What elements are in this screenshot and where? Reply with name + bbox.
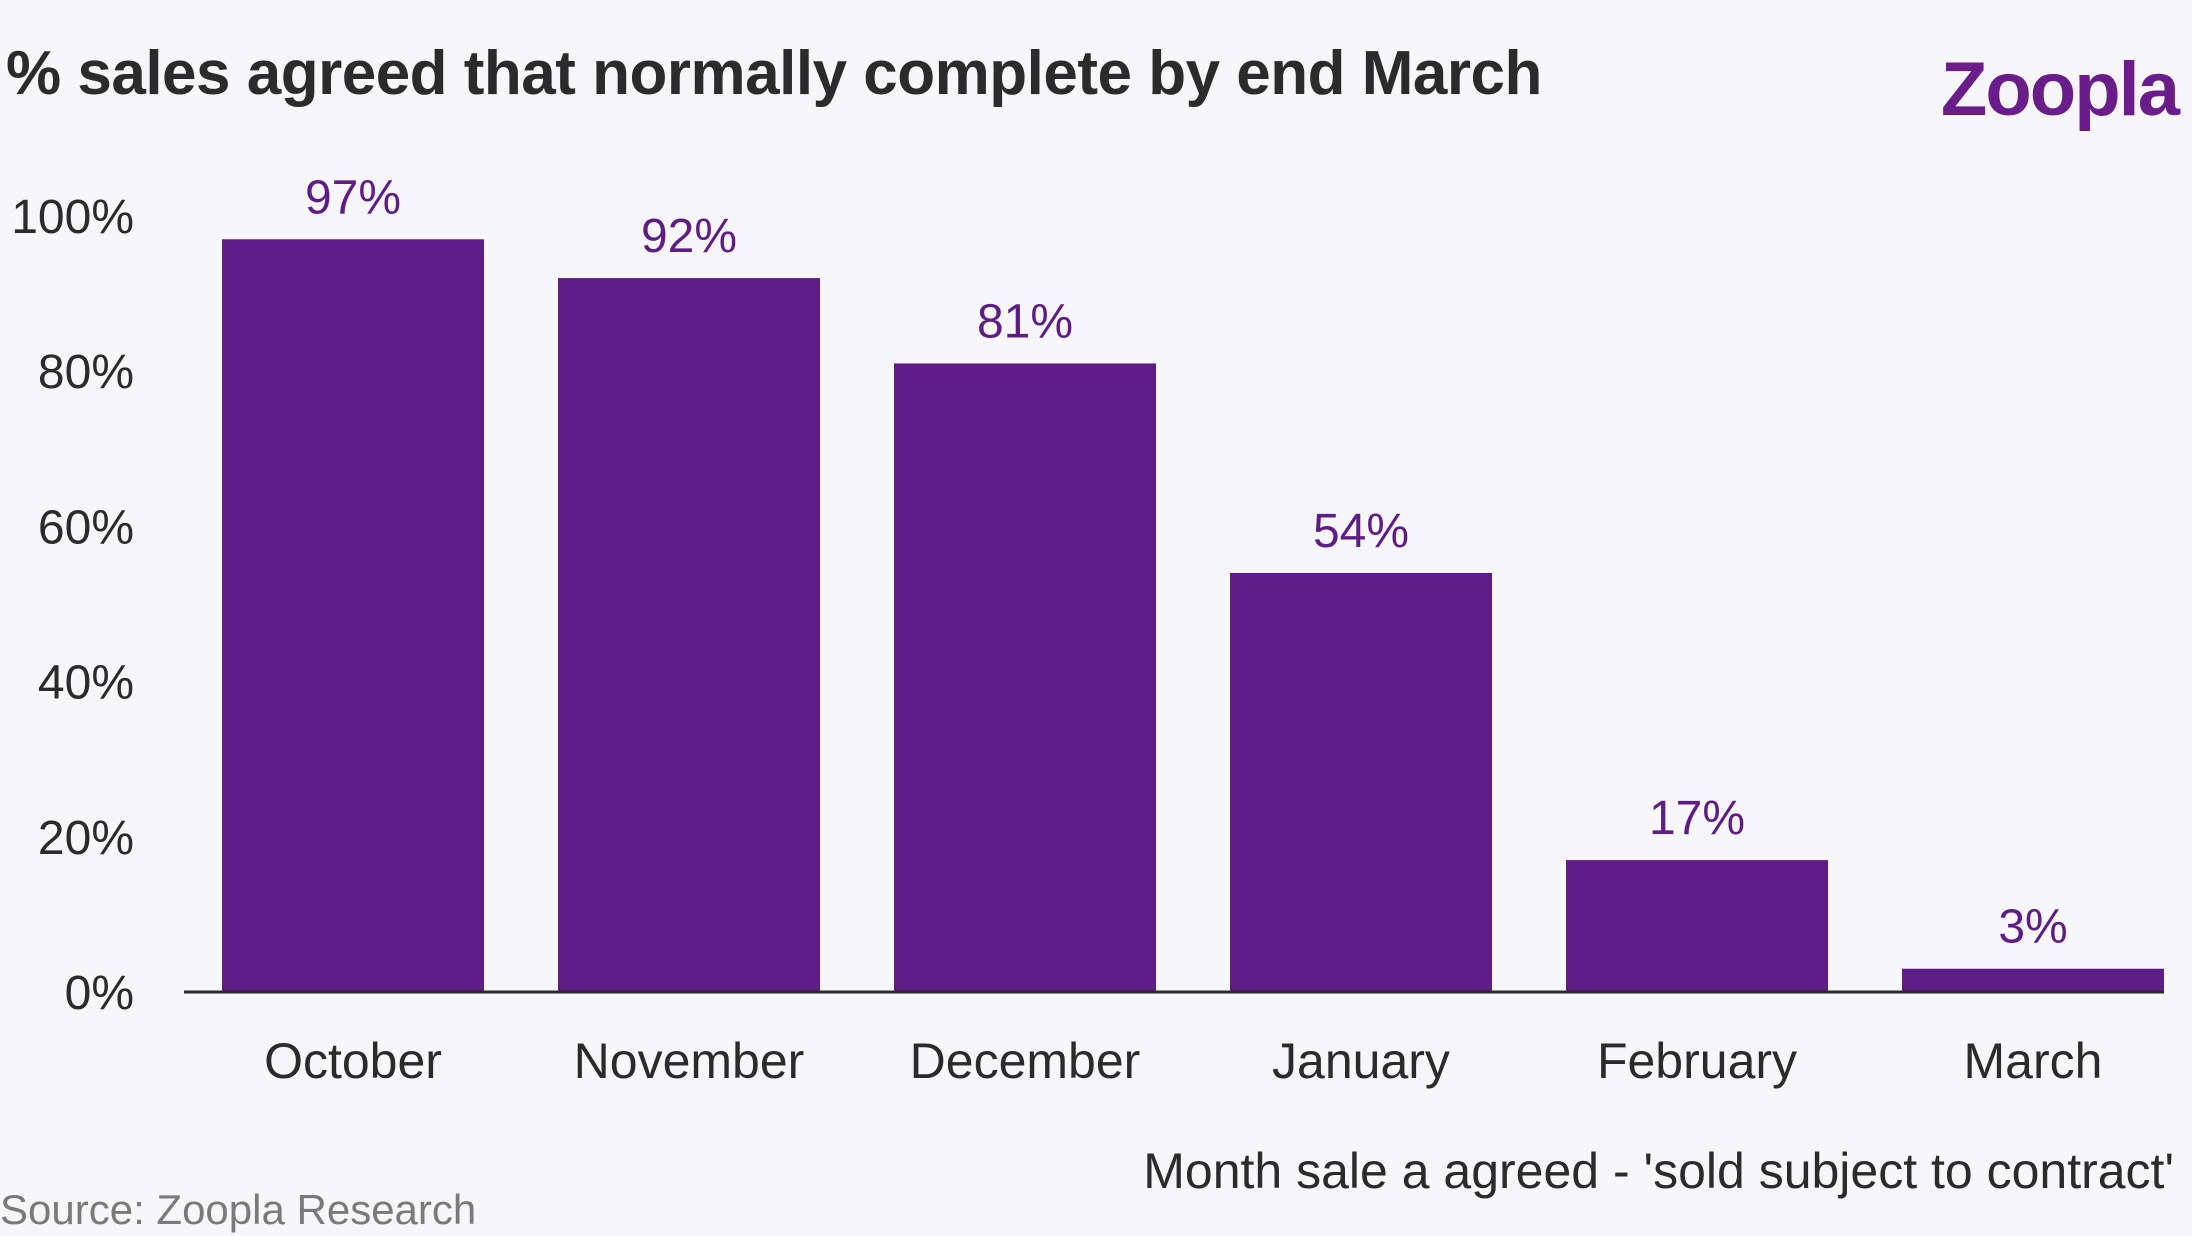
y-tick-label: 40%	[38, 657, 134, 710]
bar-february	[1566, 860, 1828, 992]
y-tick-label: 80%	[38, 346, 134, 399]
y-tick-label: 60%	[38, 501, 134, 554]
bar-december	[894, 363, 1156, 992]
data-label-march: 3%	[1998, 901, 2067, 954]
data-labels: 97% 92% 81% 54% 17% 3%	[305, 171, 2068, 953]
bar-october	[222, 239, 484, 992]
chart-title: % sales agreed that normally complete by…	[6, 39, 1542, 108]
source-note: Source: Zoopla Research	[0, 1186, 477, 1233]
bars	[222, 239, 2164, 993]
bar-january	[1230, 572, 1492, 992]
category-label-february: February	[1597, 1033, 1797, 1089]
y-tick-label: 0%	[65, 967, 134, 1020]
x-axis-label: Month sale a agreed - 'sold subject to c…	[1143, 1143, 2174, 1199]
category-label-october: October	[264, 1033, 442, 1089]
bar-november	[558, 278, 820, 993]
category-labels: October November December January February Ma…	[264, 1033, 2102, 1089]
data-label-january: 54%	[1313, 505, 1409, 558]
bar-march	[1902, 968, 2164, 992]
y-tick-label: 100%	[11, 191, 134, 244]
category-label-november: November	[574, 1033, 805, 1089]
category-label-march: March	[1964, 1033, 2103, 1089]
data-label-october: 97%	[305, 171, 401, 224]
data-label-december: 81%	[977, 295, 1073, 348]
zoopla-logo: Zoopla	[1940, 47, 2180, 132]
category-label-january: January	[1272, 1033, 1450, 1089]
data-label-february: 17%	[1649, 792, 1745, 845]
data-label-november: 92%	[641, 210, 737, 263]
category-label-december: December	[910, 1033, 1141, 1089]
y-axis-ticks: 0% 20% 40% 60% 80% 100%	[11, 191, 134, 1020]
y-tick-label: 20%	[38, 812, 134, 865]
